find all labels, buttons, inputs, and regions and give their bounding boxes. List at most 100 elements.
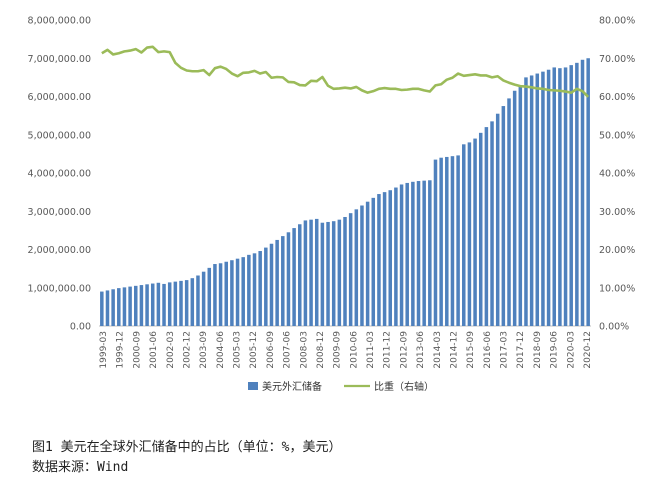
bar [286, 232, 291, 326]
x-tick-label: 2018-09 [533, 331, 543, 369]
bar [411, 181, 415, 326]
x-tick-label: 2013-06 [416, 331, 426, 369]
x-tick-label: 2015-09 [466, 331, 476, 369]
bar [337, 219, 342, 326]
x-tick-label: 2016-06 [483, 331, 493, 369]
bar [552, 67, 556, 327]
bar [303, 220, 308, 326]
bar [586, 58, 590, 326]
bar [354, 209, 359, 326]
x-tick-label: 2010-06 [349, 331, 359, 369]
bar [558, 68, 562, 326]
bar [184, 280, 189, 326]
bar [167, 282, 172, 326]
x-tick-label: 2020-03 [566, 331, 576, 369]
bar [365, 201, 370, 326]
x-tick-label: 2011-12 [383, 331, 393, 369]
bar [478, 132, 483, 326]
bar [416, 181, 421, 326]
right-tick-label: 50.00% [599, 130, 635, 141]
left-tick-label: 1,000,000.00 [28, 283, 91, 294]
bar [258, 251, 262, 326]
x-tick-label: 2014-12 [449, 331, 459, 369]
bar [546, 69, 551, 326]
bar [382, 192, 387, 327]
right-tick-label: 30.00% [599, 207, 635, 218]
x-tick-label: 2005-12 [249, 331, 259, 369]
left-axis-ticks: 0.00 1,000,000.00 2,000,000.00 3,000,000.00… [28, 16, 91, 333]
bar [456, 155, 460, 326]
x-tick-label: 2019-06 [550, 331, 560, 369]
bar [134, 285, 138, 326]
bar [394, 187, 398, 326]
bar [348, 213, 353, 326]
right-tick-label: 70.00% [599, 54, 635, 65]
left-tick-label: 4,000,000.00 [28, 169, 91, 180]
x-tick-label: 2014-03 [433, 331, 443, 369]
bar [405, 182, 409, 326]
bar [241, 257, 245, 326]
bar [467, 142, 472, 326]
bar [275, 239, 279, 326]
x-tick-label: 2007-06 [283, 331, 293, 369]
bar [196, 275, 200, 326]
x-tick-label: 2000-09 [132, 331, 142, 369]
left-tick-label: 5,000,000.00 [28, 130, 91, 141]
bar [535, 73, 540, 326]
bar [281, 236, 285, 326]
bar [575, 62, 579, 327]
legend-bar-label: 美元外汇储备 [262, 380, 322, 393]
bar [462, 144, 466, 326]
bar [145, 284, 149, 326]
x-tick-label: 2003-09 [199, 331, 209, 369]
bar [541, 71, 545, 326]
bar [218, 263, 223, 326]
bar [563, 67, 568, 327]
bar [201, 271, 206, 326]
left-tick-label: 6,000,000.00 [28, 92, 91, 103]
bar [518, 85, 523, 326]
right-tick-label: 40.00% [599, 169, 635, 180]
x-tick-label: 2004-06 [216, 331, 226, 369]
x-tick-label: 2008-12 [316, 331, 326, 369]
bar [252, 253, 257, 326]
bar [298, 224, 302, 326]
bar [105, 290, 110, 326]
bar [190, 278, 195, 326]
left-tick-label: 8,000,000.00 [28, 16, 91, 27]
bar [428, 180, 432, 326]
right-tick-label: 20.00% [599, 245, 635, 256]
bar [235, 258, 240, 326]
x-tick-label: 2017-12 [516, 331, 526, 369]
bar [399, 184, 404, 326]
right-tick-label: 80.00% [599, 16, 635, 27]
bar [309, 219, 313, 326]
bar [388, 190, 392, 326]
x-tick-label: 1999-12 [116, 331, 126, 369]
bar-series [100, 58, 590, 327]
x-tick-label: 2011-03 [366, 331, 376, 369]
bar [213, 264, 217, 326]
bar [490, 121, 494, 326]
bar [422, 180, 426, 326]
x-tick-label: 2009-09 [333, 331, 343, 369]
left-tick-label: 0.00 [70, 322, 91, 333]
right-tick-label: 60.00% [599, 92, 635, 103]
bar [156, 282, 161, 326]
bar [224, 261, 228, 326]
chart: 0.00 1,000,000.00 2,000,000.00 3,000,000.00… [28, 16, 636, 394]
bar [501, 106, 506, 326]
x-tick-label: 2017-03 [500, 331, 510, 369]
legend-line-label: 比重（右轴） [374, 380, 434, 393]
bar [122, 287, 127, 326]
bar [569, 65, 573, 326]
bar [450, 156, 455, 326]
bar [512, 90, 517, 326]
bar [445, 156, 449, 326]
bar [111, 289, 115, 326]
x-tick-label: 1999-03 [99, 331, 109, 369]
bar [117, 288, 121, 326]
figure-caption: 图1 美元在全球外汇储备中的占比（单位：%，美元） [32, 440, 342, 455]
bar [150, 283, 155, 326]
bar [179, 280, 183, 326]
